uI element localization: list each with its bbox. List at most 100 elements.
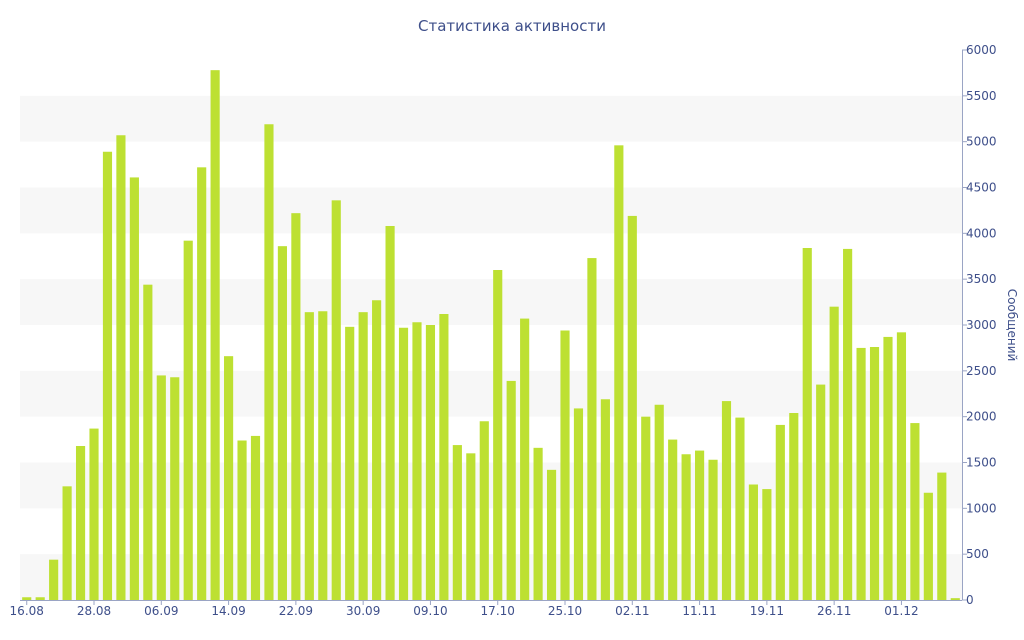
bar[interactable]	[587, 258, 597, 600]
bar[interactable]	[304, 312, 314, 600]
x-tick-label: 16.08	[10, 604, 44, 618]
bar[interactable]	[358, 312, 368, 600]
chart-title: Статистика активности	[418, 17, 606, 35]
bar[interactable]	[250, 435, 261, 600]
bar[interactable]	[425, 325, 436, 600]
bar[interactable]	[372, 300, 382, 600]
bar[interactable]	[573, 408, 584, 600]
y-tick-label: 6000	[966, 43, 997, 57]
bar[interactable]	[668, 439, 678, 600]
bar[interactable]	[843, 248, 853, 601]
y-tick-label: 0	[966, 593, 974, 607]
bar[interactable]	[923, 492, 933, 600]
bar[interactable]	[75, 446, 86, 600]
y-tick-label: 500	[966, 547, 989, 561]
x-tick-label: 26.11	[817, 604, 851, 618]
bar[interactable]	[183, 240, 193, 601]
bar[interactable]	[291, 213, 301, 601]
grid-band	[20, 95, 962, 142]
bar[interactable]	[318, 311, 328, 600]
bar[interactable]	[681, 454, 691, 600]
bar[interactable]	[116, 135, 126, 600]
bar[interactable]	[506, 380, 516, 600]
bar[interactable]	[479, 421, 489, 600]
bar[interactable]	[641, 416, 651, 600]
bar[interactable]	[22, 597, 32, 600]
x-tick-label: 11.11	[682, 604, 716, 618]
bar[interactable]	[62, 486, 72, 600]
x-tick-label: 28.08	[77, 604, 111, 618]
bar[interactable]	[869, 347, 880, 600]
bar[interactable]	[775, 424, 785, 600]
bar[interactable]	[721, 401, 732, 600]
bar[interactable]	[452, 445, 462, 600]
bar[interactable]	[950, 598, 960, 600]
bar[interactable]	[802, 248, 812, 600]
y-tick-label: 1500	[966, 456, 997, 470]
bar[interactable]	[345, 326, 355, 600]
bar[interactable]	[264, 124, 274, 600]
bar[interactable]	[735, 417, 745, 600]
x-tick-label: 25.10	[548, 604, 582, 618]
y-tick-label: 3500	[966, 272, 997, 286]
bar[interactable]	[331, 200, 341, 600]
bar[interactable]	[560, 330, 570, 601]
bar[interactable]	[170, 377, 180, 600]
bar[interactable]	[896, 332, 907, 600]
bar[interactable]	[695, 450, 705, 600]
x-tick-label: 06.09	[144, 604, 178, 618]
bar[interactable]	[937, 472, 947, 600]
bar[interactable]	[224, 356, 234, 600]
bar[interactable]	[762, 489, 772, 600]
x-tick-label: 02.11	[615, 604, 649, 618]
bar[interactable]	[654, 404, 664, 600]
y-tick-label: 4500	[966, 181, 997, 195]
bar[interactable]	[708, 459, 718, 600]
bar[interactable]	[520, 318, 530, 600]
bar[interactable]	[493, 270, 503, 600]
bar[interactable]	[412, 322, 422, 600]
bars	[22, 70, 960, 601]
bar[interactable]	[748, 484, 758, 601]
bar[interactable]	[910, 423, 920, 600]
bar[interactable]	[210, 70, 220, 601]
bar[interactable]	[533, 447, 543, 600]
y-tick-label: 3000	[966, 318, 997, 332]
grid-band	[20, 187, 962, 234]
bar[interactable]	[600, 399, 610, 600]
bar[interactable]	[856, 347, 866, 600]
bar[interactable]	[466, 453, 476, 600]
bar[interactable]	[816, 384, 826, 600]
y-tick-label: 5000	[966, 135, 997, 149]
bar[interactable]	[49, 559, 59, 600]
y-axis-label: Сообщений	[1005, 289, 1019, 362]
x-tick-label: 14.09	[211, 604, 245, 618]
y-tick-label: 4000	[966, 226, 997, 240]
bar[interactable]	[89, 428, 99, 600]
x-tick-label: 01.12	[884, 604, 918, 618]
bar[interactable]	[439, 314, 449, 600]
bar[interactable]	[614, 145, 624, 600]
bar[interactable]	[398, 327, 409, 600]
bar[interactable]	[385, 226, 395, 600]
bar[interactable]	[102, 151, 113, 600]
bar[interactable]	[883, 336, 893, 600]
y-tick-label: 2500	[966, 364, 997, 378]
bar[interactable]	[277, 246, 287, 601]
bar[interactable]	[197, 167, 207, 600]
y-ticks: 0 500 1000 1500 2000 2500 3000 3500 4000 4500 5000…	[962, 43, 997, 607]
bar[interactable]	[143, 284, 153, 600]
bar[interactable]	[129, 177, 139, 601]
bar[interactable]	[829, 306, 839, 600]
bar[interactable]	[546, 469, 557, 600]
x-tick-label: 30.09	[346, 604, 380, 618]
bar[interactable]	[627, 215, 637, 601]
bar[interactable]	[156, 375, 166, 600]
bar[interactable]	[237, 440, 247, 601]
y-tick-label: 2000	[966, 410, 997, 424]
bar[interactable]	[789, 413, 799, 600]
bar[interactable]	[35, 597, 45, 600]
x-tick-label: 17.10	[481, 604, 515, 618]
